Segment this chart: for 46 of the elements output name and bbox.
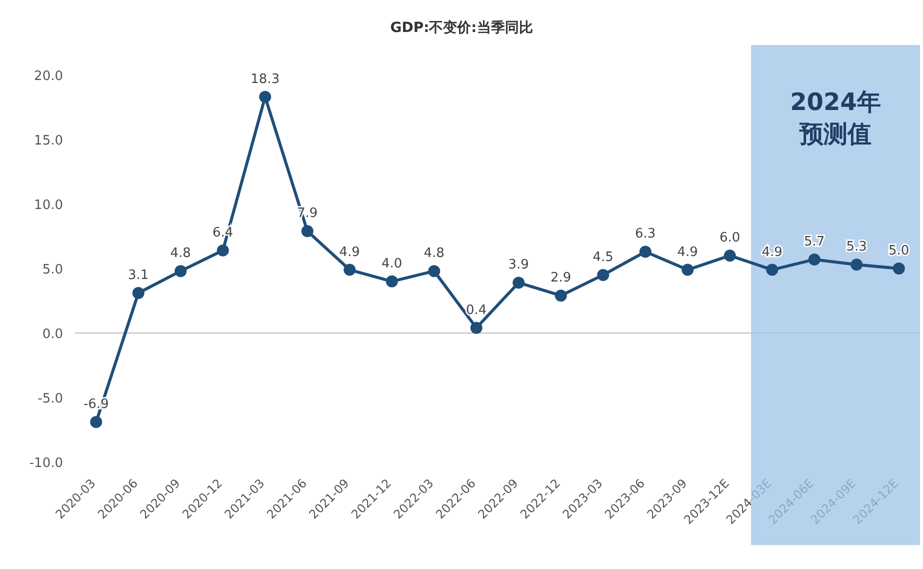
data-label: 4.9 <box>677 244 698 260</box>
data-label: 0.4 <box>466 302 487 318</box>
data-label: 3.9 <box>508 258 529 273</box>
data-label: 5.0 <box>888 244 910 258</box>
data-label: 6.3 <box>635 226 656 242</box>
data-label: 4.9 <box>762 244 782 260</box>
y-tick-label: -10.0 <box>29 456 63 471</box>
y-tick-label: -5.0 <box>38 392 63 406</box>
data-label: 4.8 <box>170 246 191 262</box>
data-label: 2.9 <box>550 270 572 286</box>
y-tick-label: 0.0 <box>42 327 63 342</box>
point <box>639 246 652 258</box>
y-tick-label: 15.0 <box>34 134 63 148</box>
point <box>512 276 525 289</box>
point <box>808 253 820 266</box>
point <box>344 264 356 276</box>
point <box>554 290 567 302</box>
y-tick-label: 10.0 <box>34 198 63 213</box>
data-label: 5.3 <box>846 240 867 255</box>
point <box>132 287 144 300</box>
point <box>724 250 736 262</box>
point <box>301 225 314 238</box>
data-label: 4.9 <box>339 244 360 260</box>
data-label: 5.7 <box>804 234 825 250</box>
point <box>682 264 694 276</box>
point <box>386 275 398 288</box>
data-label: 3.1 <box>128 268 149 284</box>
band-label: 2024年预测值 <box>790 88 881 148</box>
point <box>470 322 482 334</box>
point <box>216 244 229 256</box>
point <box>259 90 272 103</box>
data-label: 6.0 <box>720 230 740 246</box>
y-tick-label: 5.0 <box>42 262 63 278</box>
point <box>766 264 778 276</box>
data-label: 18.3 <box>250 72 280 87</box>
data-label: 4.8 <box>424 246 444 262</box>
y-tick-label: 20.0 <box>34 69 63 84</box>
point <box>850 258 863 271</box>
data-label: 4.0 <box>382 256 402 272</box>
point <box>90 416 102 428</box>
point <box>892 262 905 274</box>
point <box>174 265 187 278</box>
data-label: 4.5 <box>592 250 614 265</box>
point <box>428 265 440 278</box>
point <box>597 268 610 281</box>
chart-title: GDP:不变价:当季同比 <box>390 19 533 36</box>
